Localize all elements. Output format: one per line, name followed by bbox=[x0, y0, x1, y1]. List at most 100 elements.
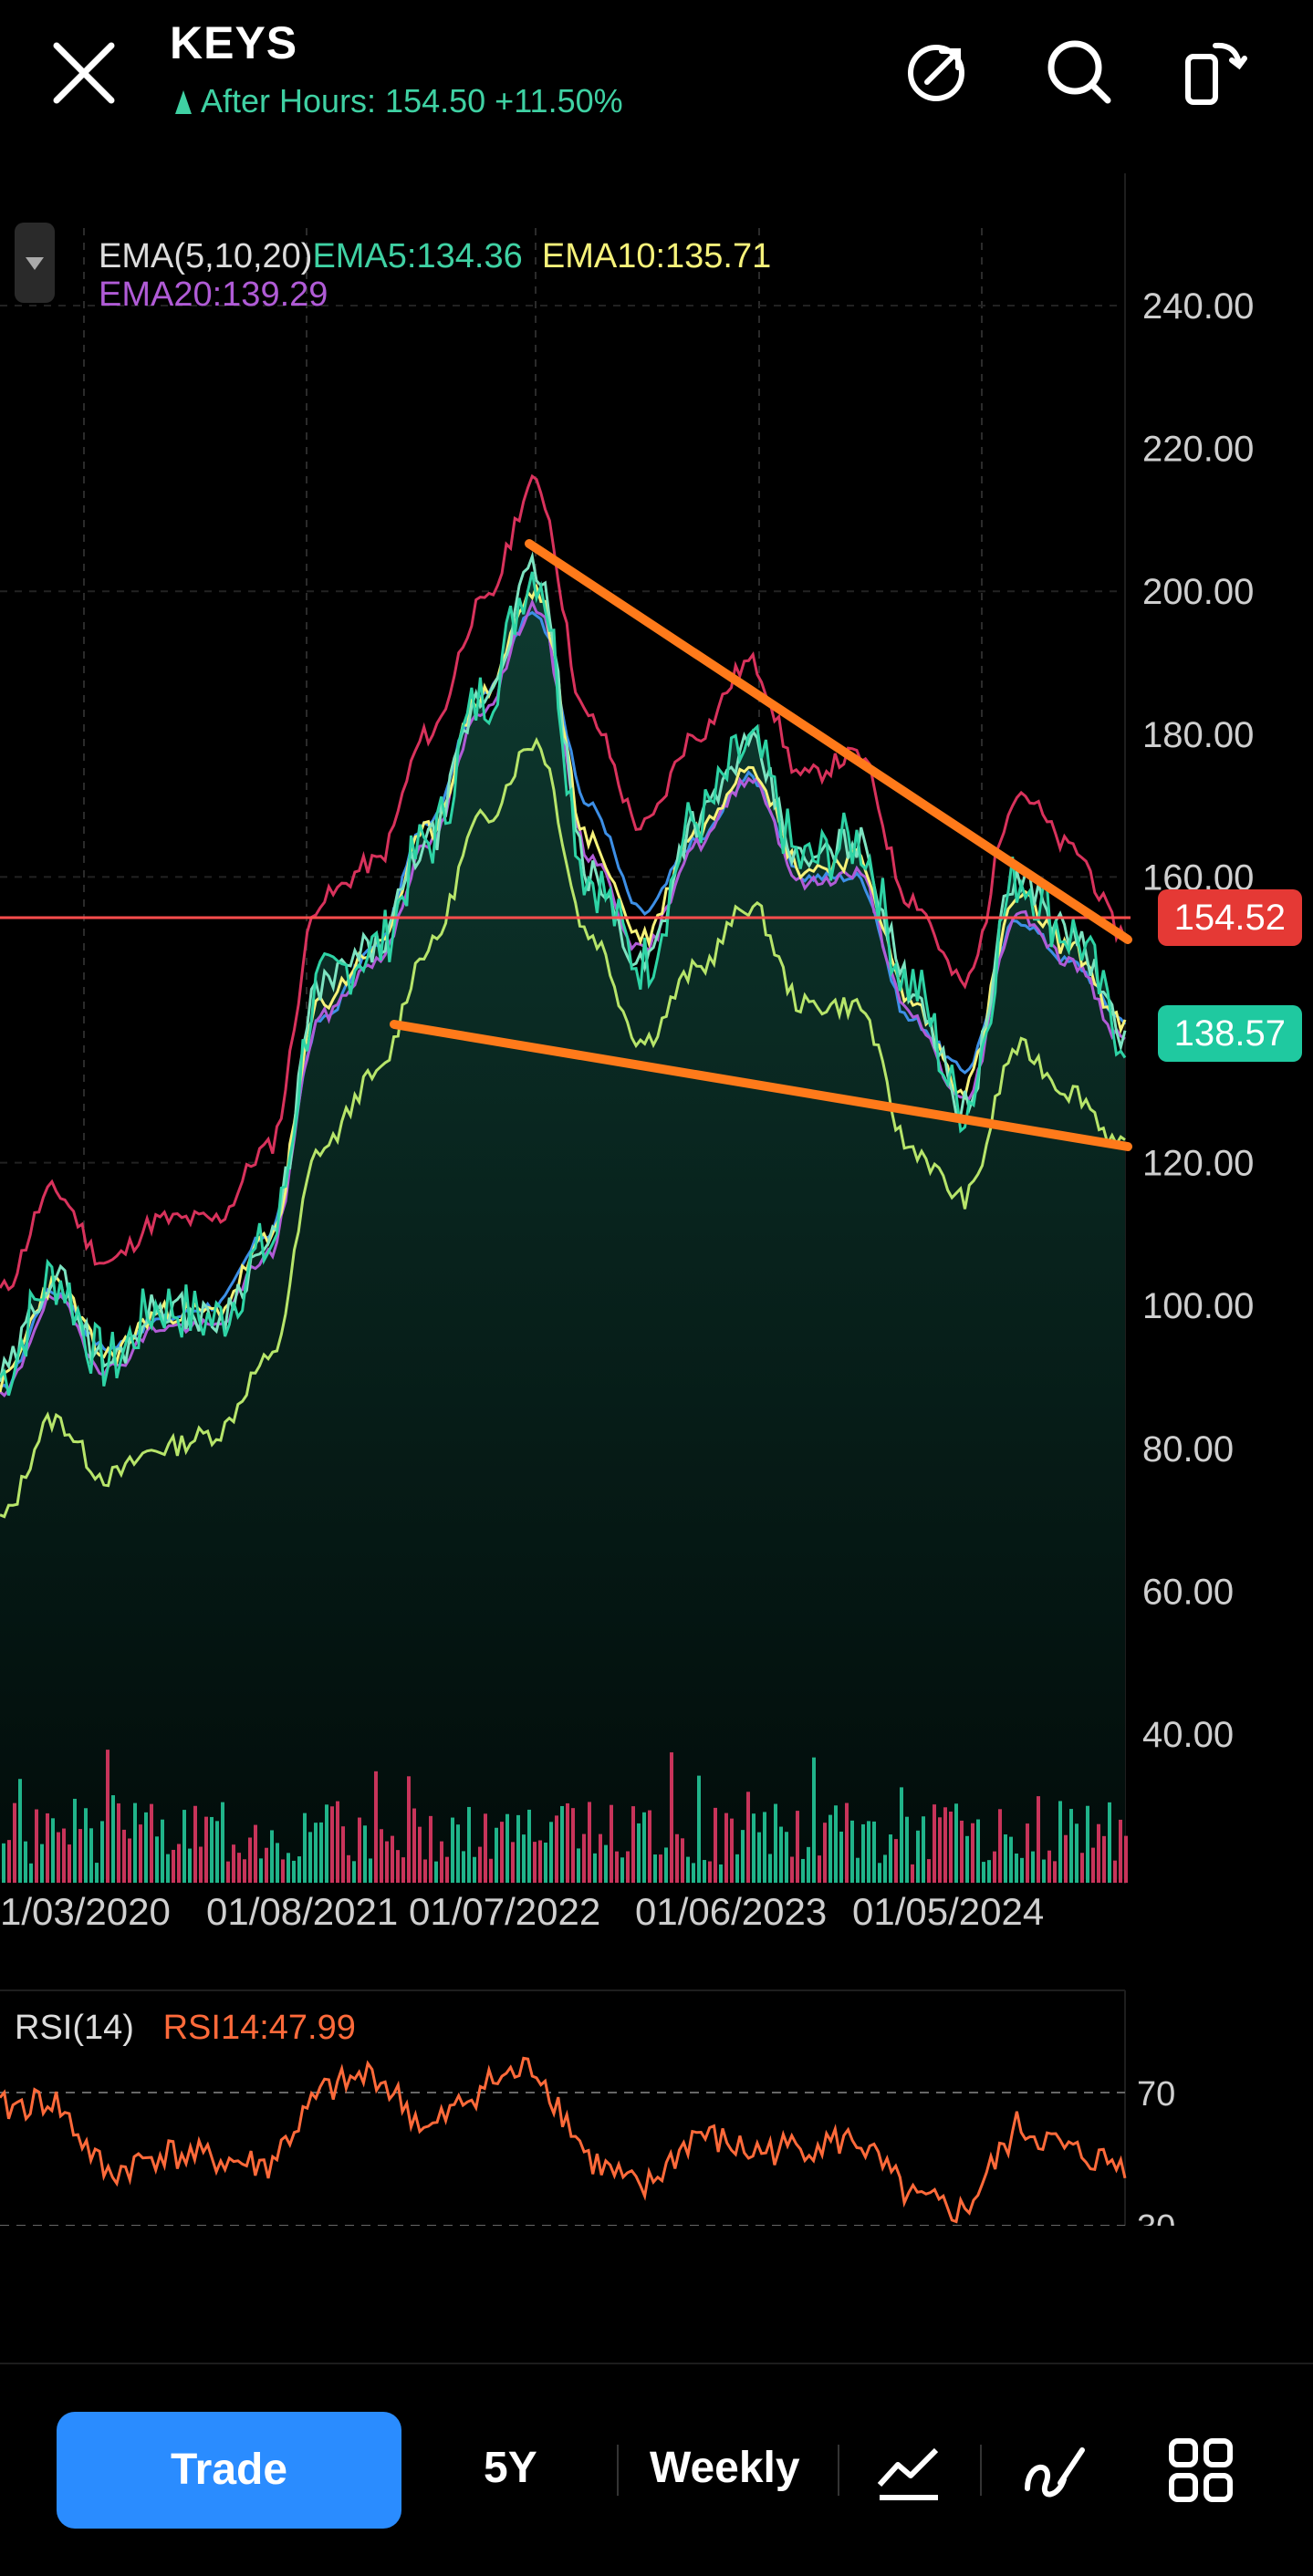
volume-bar bbox=[100, 1821, 104, 1883]
after-hours-quote: After Hours: 154.50 +11.50% bbox=[175, 82, 623, 120]
price-chart[interactable]: 240.00220.00200.00180.00160.00120.00100.… bbox=[0, 173, 1313, 2226]
volume-bar bbox=[686, 1856, 690, 1883]
volume-bar bbox=[954, 1803, 958, 1883]
volume-bar bbox=[664, 1847, 668, 1883]
price-axis-label: 180.00 bbox=[1142, 715, 1254, 755]
volume-bar bbox=[812, 1757, 816, 1883]
volume-bar bbox=[128, 1838, 131, 1883]
volume-bar bbox=[374, 1771, 378, 1883]
volume-bar bbox=[358, 1817, 361, 1883]
range-selector[interactable]: 5Y bbox=[484, 2444, 537, 2492]
volume-bar bbox=[259, 1858, 263, 1883]
interval-selector[interactable]: Weekly bbox=[650, 2444, 800, 2492]
volume-bar bbox=[834, 1805, 838, 1883]
volume-bar bbox=[878, 1863, 881, 1883]
volume-bar bbox=[182, 1810, 186, 1883]
volume-bar bbox=[839, 1831, 843, 1883]
volume-bar bbox=[763, 1812, 766, 1883]
volume-bar bbox=[823, 1823, 827, 1883]
volume-bar bbox=[757, 1832, 761, 1883]
volume-bar bbox=[111, 1795, 115, 1883]
volume-bar bbox=[1020, 1857, 1024, 1883]
volume-bar bbox=[588, 1802, 591, 1883]
date-axis-label: 1/03/2020 bbox=[0, 1890, 171, 1933]
volume-bar bbox=[13, 1802, 16, 1883]
volume-bar bbox=[818, 1855, 821, 1883]
volume-bar bbox=[456, 1824, 460, 1883]
volume-bar bbox=[500, 1822, 504, 1883]
volume-bar bbox=[828, 1814, 832, 1883]
volume-bar bbox=[1009, 1836, 1013, 1883]
volume-bar bbox=[577, 1848, 580, 1883]
volume-bar bbox=[265, 1847, 268, 1883]
volume-bar bbox=[670, 1752, 673, 1883]
volume-bar bbox=[18, 1779, 22, 1883]
volume-bar bbox=[62, 1828, 66, 1883]
volume-bar bbox=[527, 1809, 531, 1883]
draw-tool-icon[interactable] bbox=[1018, 2434, 1091, 2507]
volume-bar bbox=[845, 1802, 849, 1883]
volume-bar bbox=[714, 1807, 717, 1883]
volume-bar bbox=[1053, 1861, 1057, 1883]
volume-bar bbox=[193, 1805, 197, 1883]
volume-bar bbox=[303, 1813, 307, 1883]
ema-legend: EMA(5,10,20)EMA5:134.36 EMA10:135.71 EMA… bbox=[99, 237, 771, 314]
volume-bar bbox=[314, 1823, 318, 1883]
date-axis-label: 01/08/2021 bbox=[206, 1890, 398, 1933]
rsi-axis-label: 70 bbox=[1137, 2075, 1175, 2114]
volume-bar bbox=[287, 1853, 290, 1883]
volume-bar bbox=[1113, 1860, 1117, 1883]
volume-bar bbox=[473, 1856, 476, 1883]
volume-bar bbox=[177, 1844, 181, 1883]
volume-bar bbox=[872, 1821, 876, 1883]
volume-bar bbox=[155, 1836, 159, 1883]
volume-bar bbox=[46, 1813, 49, 1883]
volume-bar bbox=[276, 1843, 279, 1883]
volume-bar bbox=[396, 1850, 400, 1883]
volume-bar bbox=[24, 1841, 27, 1883]
indicators-icon[interactable] bbox=[872, 2434, 945, 2507]
volume-bar bbox=[150, 1803, 153, 1883]
volume-bar bbox=[451, 1817, 454, 1883]
volume-bar bbox=[993, 1851, 996, 1883]
indicator-dropdown[interactable] bbox=[15, 223, 55, 303]
volume-bar bbox=[325, 1804, 328, 1883]
volume-bar bbox=[1026, 1823, 1029, 1883]
price-axis-label: 200.00 bbox=[1142, 572, 1254, 612]
volume-bar bbox=[210, 1816, 214, 1883]
rsi-value: RSI14:47.99 bbox=[162, 2009, 356, 2047]
volume-bar bbox=[522, 1834, 526, 1883]
symbol-title: KEYS bbox=[170, 17, 298, 68]
volume-bar bbox=[883, 1854, 887, 1883]
volume-bar bbox=[412, 1808, 416, 1883]
trade-button[interactable]: Trade bbox=[57, 2412, 401, 2529]
volume-bar bbox=[188, 1848, 192, 1883]
volume-bar bbox=[117, 1803, 120, 1883]
volume-bar bbox=[516, 1814, 520, 1883]
volume-bar bbox=[204, 1816, 208, 1883]
volume-bar bbox=[40, 1844, 44, 1883]
volume-bar bbox=[106, 1750, 109, 1883]
volume-bar bbox=[807, 1846, 810, 1883]
current-price-tag: 138.57 bbox=[1157, 1005, 1302, 1062]
volume-bar bbox=[675, 1833, 679, 1883]
volume-bar bbox=[221, 1802, 224, 1883]
volume-bar bbox=[905, 1816, 909, 1883]
layout-grid-icon[interactable] bbox=[1164, 2434, 1237, 2507]
volume-bar bbox=[1064, 1834, 1068, 1883]
volume-bar bbox=[801, 1858, 805, 1883]
volume-bar bbox=[133, 1802, 137, 1883]
divider bbox=[838, 2445, 839, 2496]
volume-bar bbox=[933, 1804, 936, 1883]
search-icon[interactable] bbox=[1040, 33, 1117, 109]
share-icon[interactable] bbox=[900, 33, 976, 109]
volume-bar bbox=[2, 1843, 5, 1883]
volume-bar bbox=[949, 1812, 953, 1883]
volume-bar bbox=[232, 1844, 235, 1883]
rotate-screen-icon[interactable] bbox=[1179, 33, 1256, 109]
close-icon[interactable] bbox=[47, 36, 120, 109]
ema5-value: EMA5:134.36 bbox=[312, 237, 523, 275]
volume-bar bbox=[593, 1853, 597, 1883]
volume-bar bbox=[911, 1864, 914, 1883]
volume-bar bbox=[369, 1858, 372, 1883]
